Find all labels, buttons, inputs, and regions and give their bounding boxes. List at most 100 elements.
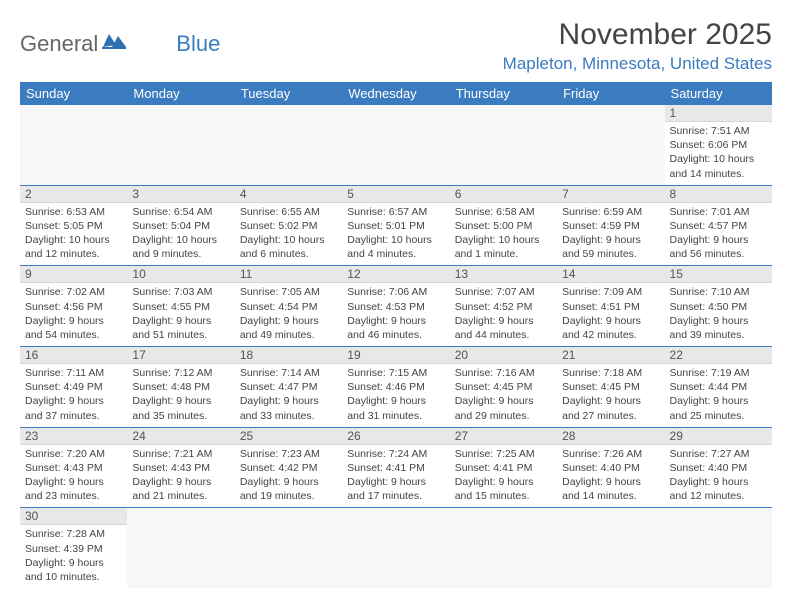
daylight-line: Daylight: 9 hours and 23 minutes.: [25, 475, 122, 503]
sunrise-line: Sunrise: 7:25 AM: [455, 447, 552, 461]
daylight-line: Daylight: 9 hours and 39 minutes.: [670, 314, 767, 342]
calendar-cell: 10Sunrise: 7:03 AMSunset: 4:55 PMDayligh…: [127, 266, 234, 347]
daylight-line: Daylight: 9 hours and 15 minutes.: [455, 475, 552, 503]
sunset-line: Sunset: 5:01 PM: [347, 219, 444, 233]
day-number: 17: [127, 347, 234, 364]
day-number: 27: [450, 428, 557, 445]
sunrise-line: Sunrise: 7:14 AM: [240, 366, 337, 380]
calendar-cell: [235, 508, 342, 588]
daylight-line: Daylight: 9 hours and 31 minutes.: [347, 394, 444, 422]
calendar-cell: [557, 508, 664, 588]
calendar-cell: [557, 105, 664, 185]
logo-text-general: General: [20, 31, 98, 57]
day-number: 3: [127, 186, 234, 203]
sunrise-line: Sunrise: 7:51 AM: [670, 124, 767, 138]
sunrise-line: Sunrise: 7:21 AM: [132, 447, 229, 461]
day-number: 12: [342, 266, 449, 283]
day-number: 2: [20, 186, 127, 203]
sunrise-line: Sunrise: 7:28 AM: [25, 527, 122, 541]
day-details: Sunrise: 7:09 AMSunset: 4:51 PMDaylight:…: [557, 283, 664, 346]
sunset-line: Sunset: 4:45 PM: [562, 380, 659, 394]
day-details: Sunrise: 7:14 AMSunset: 4:47 PMDaylight:…: [235, 364, 342, 427]
weekday-header: Sunday: [20, 82, 127, 105]
daylight-line: Daylight: 9 hours and 19 minutes.: [240, 475, 337, 503]
daylight-line: Daylight: 10 hours and 1 minute.: [455, 233, 552, 261]
day-number: 8: [665, 186, 772, 203]
sunset-line: Sunset: 4:41 PM: [347, 461, 444, 475]
sunrise-line: Sunrise: 7:10 AM: [670, 285, 767, 299]
sunset-line: Sunset: 4:46 PM: [347, 380, 444, 394]
day-details: Sunrise: 7:12 AMSunset: 4:48 PMDaylight:…: [127, 364, 234, 427]
weekday-header: Saturday: [665, 82, 772, 105]
header: General Blue November 2025 Mapleton, Min…: [20, 18, 772, 74]
sunset-line: Sunset: 4:39 PM: [25, 542, 122, 556]
sunrise-line: Sunrise: 6:53 AM: [25, 205, 122, 219]
calendar-cell: 29Sunrise: 7:27 AMSunset: 4:40 PMDayligh…: [665, 427, 772, 508]
sunset-line: Sunset: 4:59 PM: [562, 219, 659, 233]
sunrise-line: Sunrise: 6:57 AM: [347, 205, 444, 219]
sunrise-line: Sunrise: 7:05 AM: [240, 285, 337, 299]
sunset-line: Sunset: 4:56 PM: [25, 300, 122, 314]
calendar-cell: 25Sunrise: 7:23 AMSunset: 4:42 PMDayligh…: [235, 427, 342, 508]
day-details: Sunrise: 7:24 AMSunset: 4:41 PMDaylight:…: [342, 445, 449, 508]
calendar-cell: [450, 508, 557, 588]
sunset-line: Sunset: 4:42 PM: [240, 461, 337, 475]
calendar-cell: [127, 508, 234, 588]
day-details: Sunrise: 7:03 AMSunset: 4:55 PMDaylight:…: [127, 283, 234, 346]
day-number: 20: [450, 347, 557, 364]
logo-text-blue: Blue: [176, 31, 220, 57]
calendar-cell: 13Sunrise: 7:07 AMSunset: 4:52 PMDayligh…: [450, 266, 557, 347]
daylight-line: Daylight: 9 hours and 37 minutes.: [25, 394, 122, 422]
day-number: 9: [20, 266, 127, 283]
calendar-cell: 23Sunrise: 7:20 AMSunset: 4:43 PMDayligh…: [20, 427, 127, 508]
calendar-body: 1Sunrise: 7:51 AMSunset: 6:06 PMDaylight…: [20, 105, 772, 588]
calendar-cell: 11Sunrise: 7:05 AMSunset: 4:54 PMDayligh…: [235, 266, 342, 347]
calendar-cell: 30Sunrise: 7:28 AMSunset: 4:39 PMDayligh…: [20, 508, 127, 588]
month-title: November 2025: [503, 18, 772, 52]
calendar-cell: 20Sunrise: 7:16 AMSunset: 4:45 PMDayligh…: [450, 347, 557, 428]
daylight-line: Daylight: 9 hours and 42 minutes.: [562, 314, 659, 342]
daylight-line: Daylight: 9 hours and 21 minutes.: [132, 475, 229, 503]
day-details: Sunrise: 7:05 AMSunset: 4:54 PMDaylight:…: [235, 283, 342, 346]
day-number: 4: [235, 186, 342, 203]
day-number: 28: [557, 428, 664, 445]
day-number: 13: [450, 266, 557, 283]
sunset-line: Sunset: 5:00 PM: [455, 219, 552, 233]
sunrise-line: Sunrise: 6:54 AM: [132, 205, 229, 219]
weekday-header-row: SundayMondayTuesdayWednesdayThursdayFrid…: [20, 82, 772, 105]
sunrise-line: Sunrise: 6:59 AM: [562, 205, 659, 219]
calendar-cell: 14Sunrise: 7:09 AMSunset: 4:51 PMDayligh…: [557, 266, 664, 347]
day-number: 6: [450, 186, 557, 203]
sunset-line: Sunset: 4:48 PM: [132, 380, 229, 394]
day-details: Sunrise: 7:18 AMSunset: 4:45 PMDaylight:…: [557, 364, 664, 427]
day-details: Sunrise: 7:23 AMSunset: 4:42 PMDaylight:…: [235, 445, 342, 508]
day-details: Sunrise: 7:02 AMSunset: 4:56 PMDaylight:…: [20, 283, 127, 346]
day-number: 18: [235, 347, 342, 364]
sunrise-line: Sunrise: 7:03 AM: [132, 285, 229, 299]
sunset-line: Sunset: 4:43 PM: [25, 461, 122, 475]
day-number: 10: [127, 266, 234, 283]
sunset-line: Sunset: 4:52 PM: [455, 300, 552, 314]
daylight-line: Daylight: 9 hours and 27 minutes.: [562, 394, 659, 422]
calendar-cell: [342, 508, 449, 588]
day-details: Sunrise: 7:07 AMSunset: 4:52 PMDaylight:…: [450, 283, 557, 346]
day-details: Sunrise: 7:01 AMSunset: 4:57 PMDaylight:…: [665, 203, 772, 266]
day-number: 24: [127, 428, 234, 445]
day-number: 21: [557, 347, 664, 364]
daylight-line: Daylight: 9 hours and 17 minutes.: [347, 475, 444, 503]
day-details: Sunrise: 7:11 AMSunset: 4:49 PMDaylight:…: [20, 364, 127, 427]
calendar-cell: 9Sunrise: 7:02 AMSunset: 4:56 PMDaylight…: [20, 266, 127, 347]
calendar-cell: 15Sunrise: 7:10 AMSunset: 4:50 PMDayligh…: [665, 266, 772, 347]
sunset-line: Sunset: 5:04 PM: [132, 219, 229, 233]
day-number: 1: [665, 105, 772, 122]
sunset-line: Sunset: 4:49 PM: [25, 380, 122, 394]
calendar-cell: 4Sunrise: 6:55 AMSunset: 5:02 PMDaylight…: [235, 185, 342, 266]
day-details: Sunrise: 6:57 AMSunset: 5:01 PMDaylight:…: [342, 203, 449, 266]
sunrise-line: Sunrise: 7:26 AM: [562, 447, 659, 461]
day-details: Sunrise: 6:53 AMSunset: 5:05 PMDaylight:…: [20, 203, 127, 266]
calendar-cell: 26Sunrise: 7:24 AMSunset: 4:41 PMDayligh…: [342, 427, 449, 508]
daylight-line: Daylight: 10 hours and 6 minutes.: [240, 233, 337, 261]
daylight-line: Daylight: 9 hours and 49 minutes.: [240, 314, 337, 342]
sunrise-line: Sunrise: 6:58 AM: [455, 205, 552, 219]
sunrise-line: Sunrise: 7:01 AM: [670, 205, 767, 219]
